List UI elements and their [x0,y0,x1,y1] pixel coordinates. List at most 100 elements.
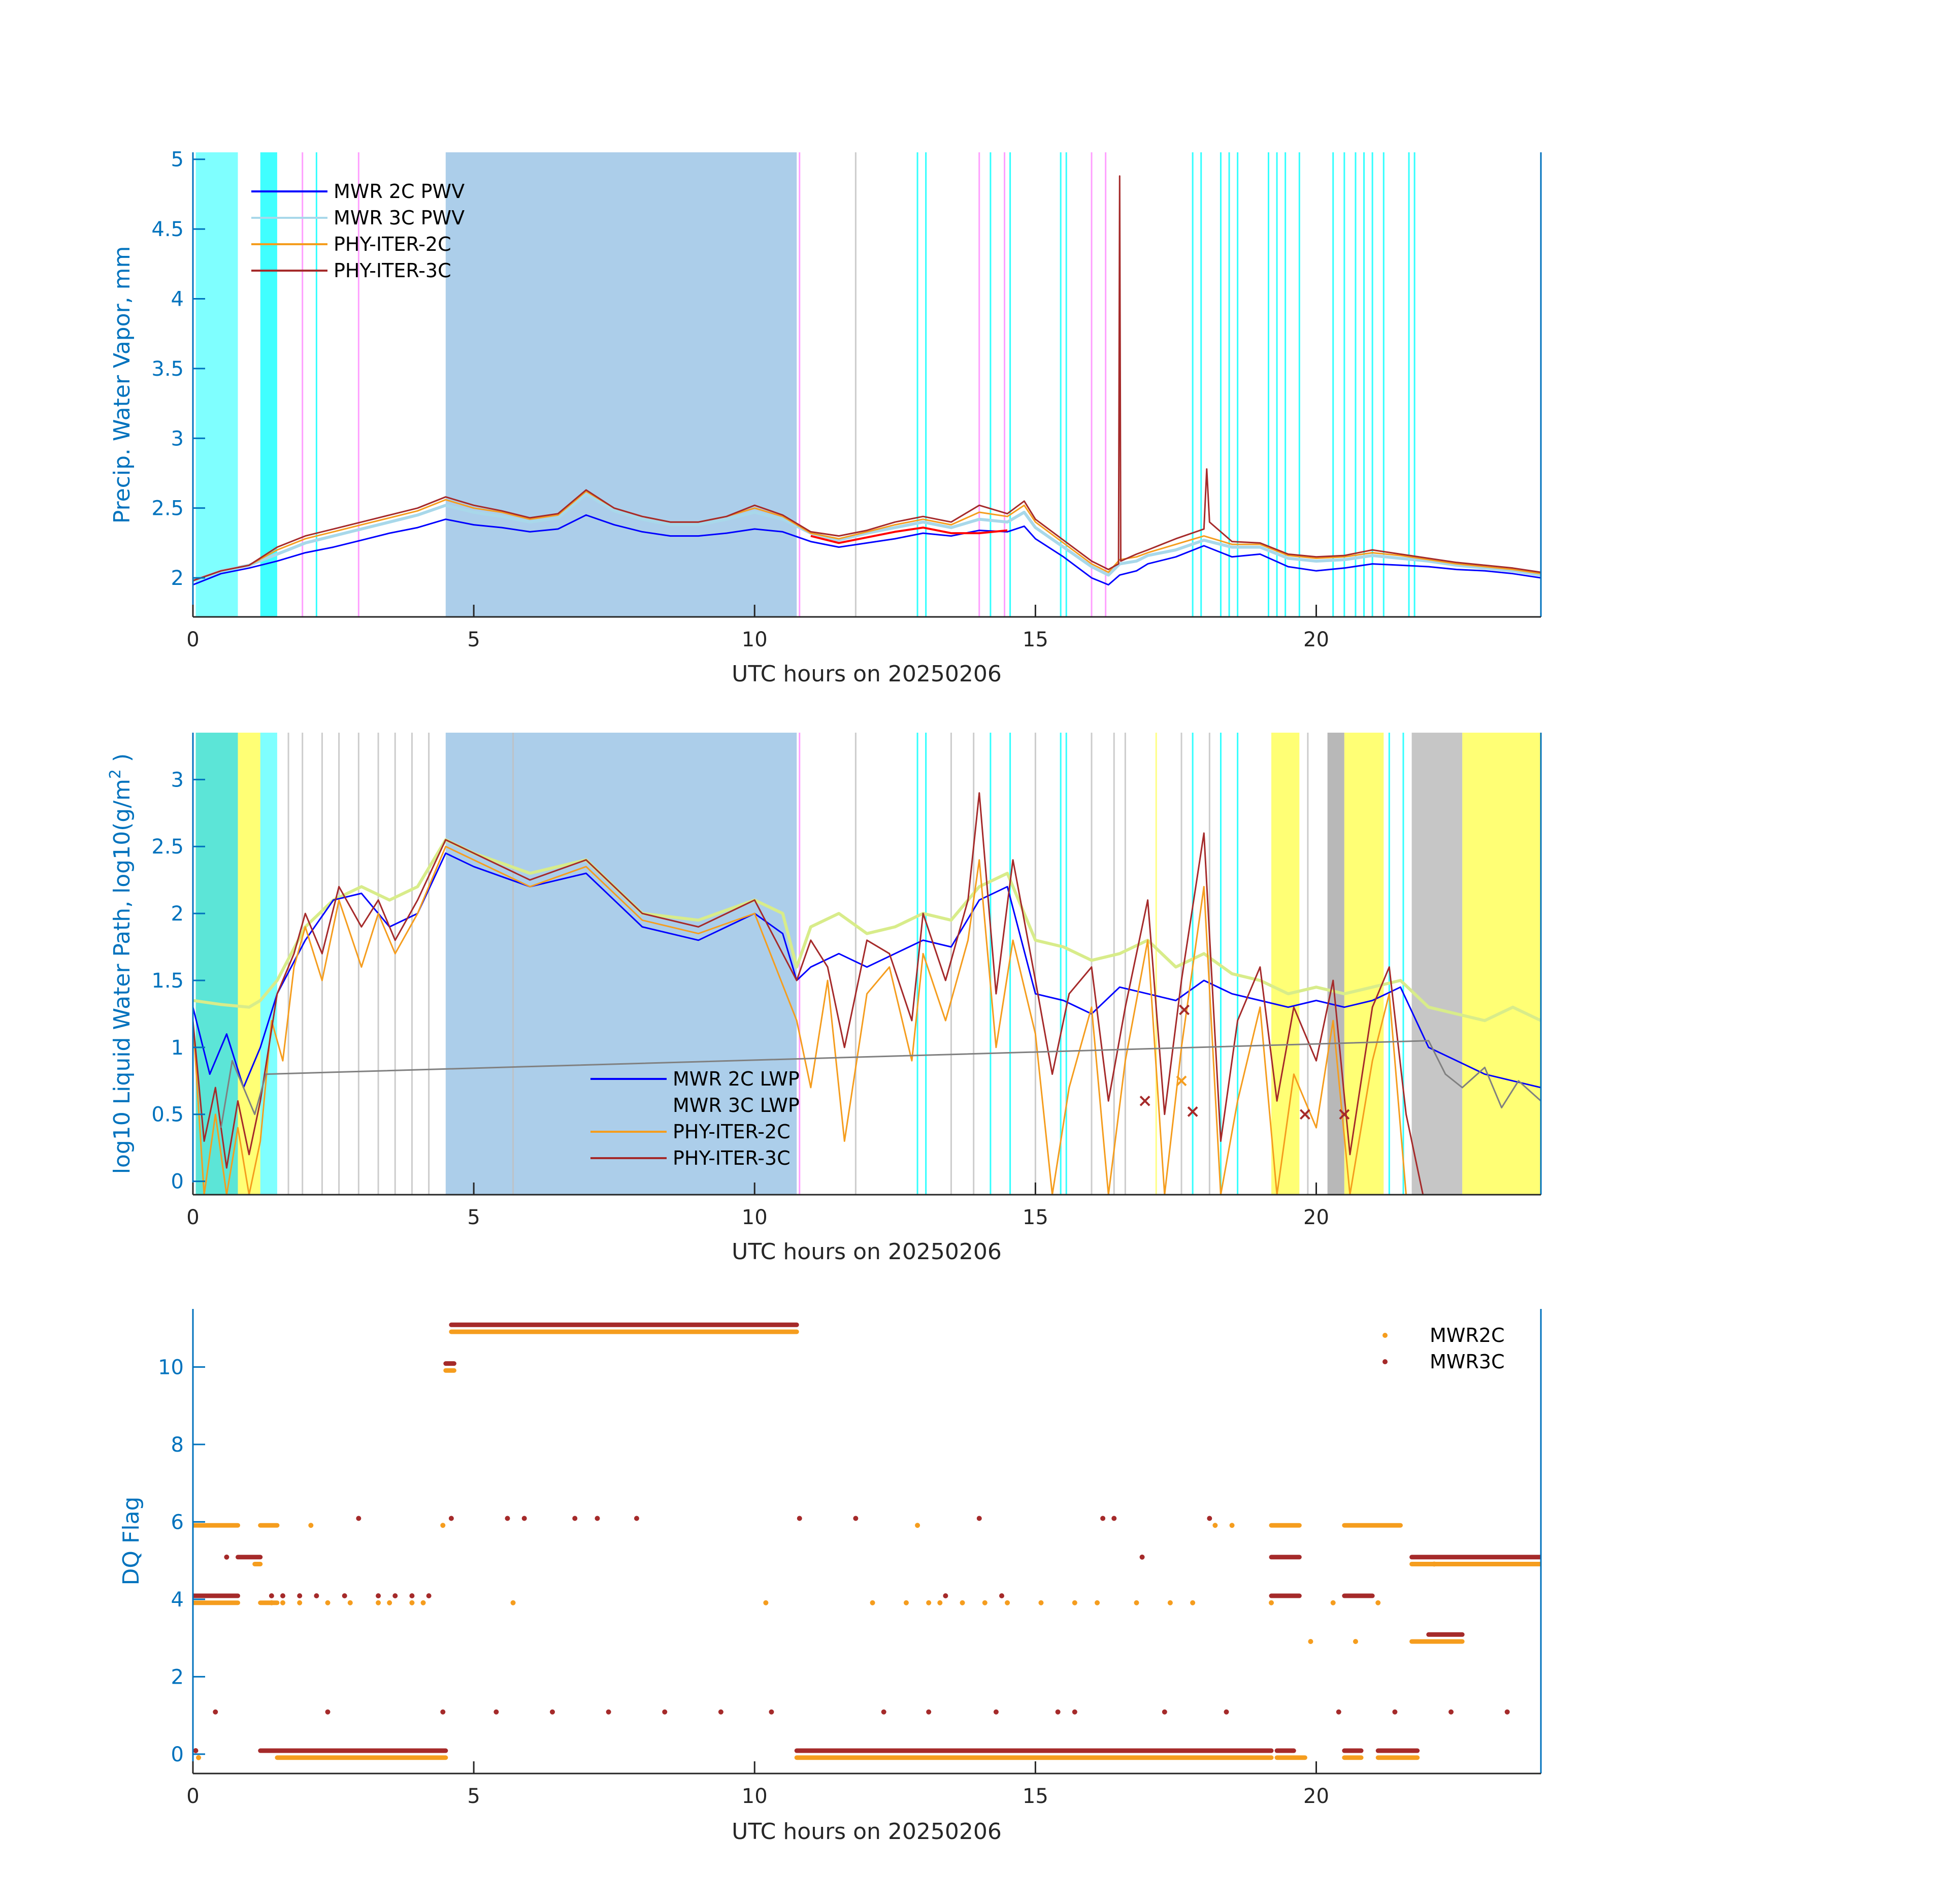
dq-mwr2c-point-13 [763,1600,769,1605]
lwp-series-phy-iter-2c [193,845,1423,1195]
dq-mwr3c-point-22 [606,1709,611,1715]
lwp-ylabel-main: log10 Liquid Water Path, log10(g/m [109,779,135,1174]
dq-mwr2c-point-16 [915,1523,920,1528]
dq-mwr3c-point-0 [193,1748,199,1754]
dq-mwr3c-point-31 [943,1593,948,1599]
dq-mwr3c-point-11 [392,1593,398,1599]
dq-mwr3c-point-21 [595,1516,600,1521]
dq-mwr3c-point-4 [280,1593,285,1599]
dq-mwr3c-point-37 [1100,1516,1106,1521]
dq-ytick-label-2: 4 [171,1588,184,1612]
lwp-xlabel: UTC hours on 20250206 [732,1239,1002,1265]
lwp-ytick-label-3: 1.5 [151,969,184,993]
pwv-xtick-label-1: 5 [467,628,480,651]
lwp-shaded-regions [195,733,1541,1195]
dq-mwr3c-point-39 [1139,1554,1145,1560]
legend-marker-mwr2c [1383,1333,1388,1338]
lwp-xtick-label-0: 0 [186,1206,199,1229]
dq-mwr2c-point-25 [1134,1600,1139,1605]
dq-mwr2c-point-33 [1353,1638,1358,1644]
lwp-xtick-label-2: 10 [742,1206,768,1229]
dq-mwr3c-point-3 [269,1593,274,1599]
pwv-ytick-label-0: 2 [171,567,184,590]
dq-mwr3c-point-44 [1392,1709,1398,1715]
dq-mwr3c-point-46 [1504,1709,1510,1715]
dq-mwr3c-point-19 [550,1709,555,1715]
lwp-ylabel-tail: ) [109,753,135,769]
pwv-ytick-label-3: 3.5 [151,357,184,381]
dq-mwr2c-point-6 [347,1600,353,1605]
dq-mwr2c-point-1 [269,1600,274,1605]
lwp-ytick-label-6: 3 [171,768,184,792]
dq-mwr3c-point-2 [224,1554,229,1560]
dq-ytick-label-5: 10 [158,1356,184,1379]
lwp-shade-5 [1327,733,1344,1195]
dq-mwr3c-point-45 [1449,1709,1454,1715]
dq-mwr3c-point-10 [376,1593,381,1599]
dq-mwr3c-point-40 [1162,1709,1167,1715]
dq-mwr3c-point-29 [881,1709,886,1715]
lwp-ytick-label-2: 1 [171,1036,184,1060]
dq-mwr2c-point-14 [870,1600,875,1605]
pwv-panel: 2 2.5 3 3.5 4 4.5 5 0 5 10 15 20 Precip. Water Vapo… [109,148,1542,687]
dq-ytick-label-3: 6 [171,1511,184,1534]
lwp-shade-0 [195,733,238,1195]
dq-mwr3c-point-28 [853,1516,859,1521]
dq-mwr2c-point-7 [376,1600,381,1605]
lwp-x-marker-3 [1187,1106,1198,1117]
dq-mwr3c-point-12 [409,1593,415,1599]
lwp-ylabel-sup: 2 [107,769,124,779]
pwv-shade-1 [260,152,277,617]
lwp-xtick-label-3: 15 [1023,1206,1048,1229]
legend-label-phy-iter-2c: PHY-ITER-2C [334,233,451,255]
lwp-series-mwr-2c-lwp [193,852,1541,1089]
legend-label-phy-iter-3c: PHY-ITER-3C [334,259,451,282]
pwv-ytick-label-1: 2.5 [151,497,184,520]
dq-mwr2c-point-8 [387,1600,392,1605]
pwv-xtick-label-4: 20 [1303,628,1329,651]
dq-mwr3c-point-30 [926,1709,932,1715]
legend-label-mwr3c-lwp: MWR 3C LWP [673,1094,800,1117]
dq-xtick-label-1: 5 [467,1785,480,1808]
dq-mwr2c-point-19 [960,1600,965,1605]
pwv-ytick-label-4: 4 [171,288,184,311]
legend-label-phy-iter-2c-lwp: PHY-ITER-2C [673,1121,791,1143]
dq-mwr2c-point-0 [196,1755,202,1760]
dq-mwr3c-point-1 [213,1709,218,1715]
lwp-series [193,792,1541,1195]
dq-mwr2c-point-26 [1167,1600,1173,1605]
legend-label-mwr2c: MWR2C [1430,1324,1504,1347]
pwv-xlabel: UTC hours on 20250206 [732,661,1002,687]
dq-mwr3c-point-36 [1072,1709,1077,1715]
dq-mwr3c-point-23 [634,1516,639,1521]
lwp-x-marker-2 [1179,1004,1190,1015]
lwp-x-marker-1 [1176,1075,1187,1087]
lwp-ytick-label-4: 2 [171,902,184,926]
dq-mwr2c-point-22 [1038,1600,1044,1605]
dq-mwr3c-point-34 [999,1593,1004,1599]
dq-mwr2c-point-11 [440,1523,446,1528]
dq-ylabel: DQ Flag [118,1497,144,1586]
lwp-ytick-label-0: 0 [171,1170,184,1194]
dq-mwr2c-point-18 [937,1600,943,1605]
dq-mwr2c-point-12 [510,1600,516,1605]
lwp-shade-6 [1344,733,1384,1195]
legend-label-mwr3c: MWR3C [1430,1351,1504,1373]
lwp-xtick-label-4: 20 [1303,1206,1329,1229]
lwp-shade-8 [1462,733,1541,1195]
legend-label-mwr2c-pwv: MWR 2C PWV [334,180,465,203]
dq-ytick-label-4: 8 [171,1433,184,1457]
pwv-xtick-label-0: 0 [186,628,199,651]
lwp-x-marker-0 [1139,1095,1150,1106]
dq-mwr3c-point-8 [342,1593,347,1599]
lwp-shade-4 [1271,733,1300,1195]
lwp-x-marker-5 [1339,1109,1350,1120]
pwv-xtick-label-2: 10 [742,628,768,651]
dq-panel: 0 2 4 6 8 10 0 5 10 15 20 DQ Flag UTC hours on 202… [118,1309,1542,1845]
lwp-series-grey-overlay [220,1040,1541,1128]
dq-mwr3c-point-7 [325,1709,331,1715]
dq-mwr3c-point-9 [356,1516,361,1521]
dq-mwr3c-point-13 [426,1593,432,1599]
